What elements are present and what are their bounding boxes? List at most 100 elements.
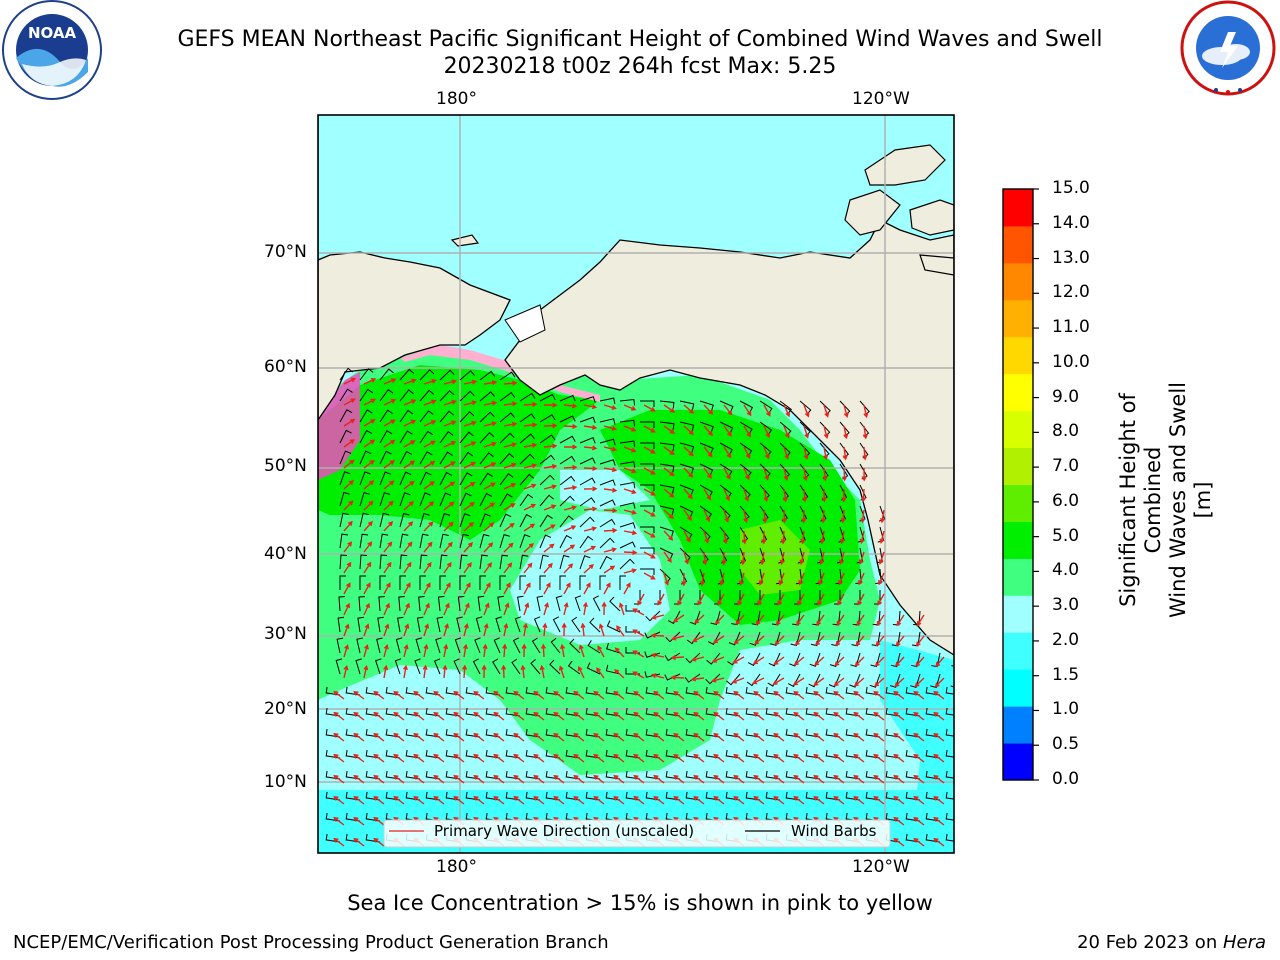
wave-arrow (613, 690, 625, 700)
wave-arrow (763, 404, 771, 417)
wave-arrow (723, 488, 730, 502)
wave-arrow (780, 530, 786, 545)
wind-barb (459, 533, 470, 549)
wind-barb (550, 637, 561, 654)
wave-arrow (343, 377, 357, 385)
wave-arrow (343, 582, 351, 595)
wave-arrow (775, 614, 785, 626)
colorbar-tick-label: 5.0 (1052, 525, 1080, 546)
wave-arrow (463, 562, 472, 574)
wind-barb (619, 541, 636, 549)
wind-barb (685, 652, 701, 664)
wave-arrow (373, 816, 385, 826)
wave-arrow (503, 542, 514, 553)
wind-barb (359, 512, 370, 528)
wave-arrow (343, 439, 355, 448)
wave-arrow (653, 795, 665, 805)
wind-barb (499, 473, 514, 486)
wave-arrow (894, 677, 905, 688)
wave-arrow (673, 753, 685, 763)
wave-arrow (913, 774, 925, 784)
wave-arrow (783, 467, 789, 482)
wave-arrow (383, 378, 397, 385)
wave-arrow (633, 774, 645, 784)
wave-arrow (783, 404, 790, 418)
wave-arrow (613, 753, 625, 763)
wave-arrow (493, 732, 505, 742)
colorbar-tick-label: 8.0 (1052, 421, 1080, 442)
wave-arrow (463, 622, 469, 637)
wind-barb (579, 437, 596, 444)
wave-arrow (800, 530, 806, 545)
wind-barb (419, 471, 432, 486)
wind-barb (539, 534, 552, 549)
wave-arrow (693, 690, 705, 700)
wave-arrow (443, 623, 449, 637)
wave-arrow (893, 690, 905, 700)
wave-arrow (513, 711, 525, 721)
wind-barb (686, 631, 701, 645)
wave-arrow (473, 795, 485, 805)
wave-arrow (743, 509, 749, 524)
wave-arrow (363, 644, 369, 658)
wind-barb (357, 616, 364, 633)
wave-arrow (523, 523, 536, 532)
wave-arrow (711, 656, 725, 663)
wind-barb (699, 463, 714, 476)
wind-barb (419, 410, 434, 423)
wave-arrow (363, 378, 377, 385)
wave-arrow (583, 564, 594, 574)
wave-arrow (593, 753, 605, 763)
colorbar-segment (1003, 632, 1033, 670)
wave-arrow (743, 404, 752, 417)
wind-barb (589, 617, 601, 633)
wind-barb (439, 451, 453, 465)
wind-barb (398, 596, 405, 612)
wave-arrow (503, 442, 518, 448)
wave-arrow (933, 837, 945, 847)
wave-arrow (583, 582, 591, 595)
wave-arrow (814, 656, 825, 666)
wave-arrow (558, 665, 565, 679)
wind-barb (587, 640, 601, 654)
noaa-logo: NOAA (0, 0, 105, 105)
wind-barb (338, 596, 346, 612)
wave-arrow (953, 711, 954, 714)
wave-arrow (603, 508, 618, 514)
sea-ice-note: Sea Ice Concentration > 15% is shown in … (347, 891, 933, 915)
wave-arrow (843, 425, 849, 440)
wind-barb (667, 610, 681, 625)
wind-barb (891, 631, 901, 647)
wind-barb (579, 575, 586, 590)
wind-barb (828, 673, 841, 688)
wave-arrow (700, 572, 706, 587)
wave-arrow (473, 711, 485, 721)
wave-arrow (343, 623, 350, 637)
wind-barb (871, 631, 881, 647)
wave-arrow (743, 467, 750, 481)
colorbar (1003, 188, 1039, 781)
wave-arrow (503, 462, 517, 469)
wind-barb (831, 631, 841, 647)
wave-arrow (603, 404, 617, 410)
wave-arrow (643, 488, 656, 496)
wave-arrow (583, 545, 597, 553)
wind-barb (519, 493, 534, 507)
wave-arrow (673, 732, 685, 742)
wave-arrow (632, 608, 645, 616)
wind-barb (640, 505, 655, 512)
wave-arrow (462, 643, 468, 658)
footer-date-text: 20 Feb 2023 on (1077, 932, 1223, 953)
wave-arrow (753, 711, 765, 721)
wave-arrow (839, 530, 845, 545)
wind-barb (519, 554, 529, 570)
wave-arrow (543, 524, 556, 532)
wind-barb (579, 457, 596, 465)
wave-arrow (533, 774, 545, 784)
wave-arrow (483, 482, 496, 490)
wave-arrow (839, 551, 845, 565)
wave-arrow (733, 753, 745, 763)
wave-arrow (503, 401, 518, 407)
wave-arrow (593, 732, 605, 742)
wave-arrow (653, 774, 665, 784)
